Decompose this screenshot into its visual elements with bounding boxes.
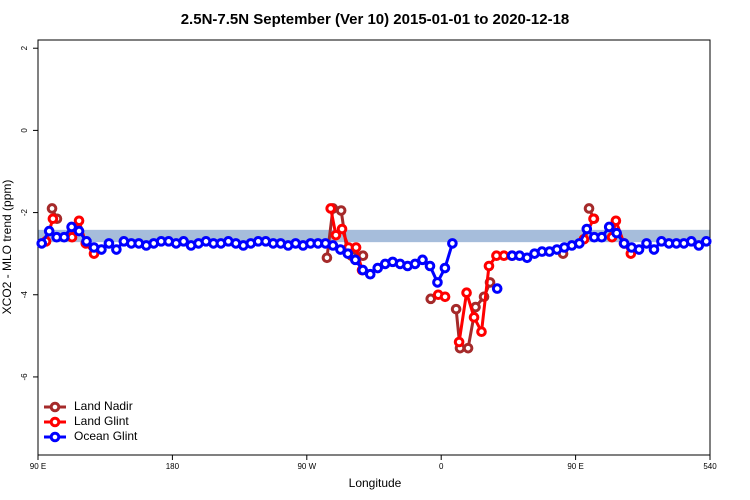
data-point	[46, 203, 58, 214]
data-point	[111, 244, 122, 255]
data-point	[439, 291, 451, 303]
x-axis-label: Longitude	[349, 476, 402, 490]
data-point	[325, 203, 336, 214]
data-point	[335, 244, 346, 255]
x-tick-label: 0	[439, 462, 444, 471]
data-point	[327, 240, 339, 251]
x-tick-label: 180	[166, 462, 180, 471]
data-point	[350, 254, 361, 266]
data-point	[633, 244, 645, 255]
data-point	[73, 225, 85, 237]
data-point	[468, 312, 480, 323]
data-point	[462, 342, 474, 354]
x-tick-label: 90 W	[297, 462, 316, 471]
x-tick-label: 540	[703, 462, 717, 471]
data-point	[461, 287, 472, 298]
data-point	[588, 213, 599, 225]
data-point	[357, 264, 369, 276]
data-point	[610, 215, 622, 227]
data-point	[596, 231, 608, 243]
data-point	[432, 277, 443, 288]
data-point	[603, 221, 615, 233]
data-point	[693, 240, 705, 251]
data-point	[686, 236, 697, 247]
data-point	[498, 250, 510, 262]
data-point	[700, 236, 712, 247]
data-point	[611, 227, 622, 239]
data-point	[47, 213, 59, 225]
x-tick-label: 90 E	[30, 462, 46, 471]
data-point	[321, 252, 333, 264]
data-point	[483, 260, 495, 272]
data-point	[96, 244, 107, 255]
legend-label: Land Nadir	[74, 399, 133, 413]
y-tick-label: -2	[20, 208, 29, 216]
y-tick-label: -6	[20, 373, 29, 381]
data-point	[618, 238, 630, 249]
legend-marker	[49, 416, 61, 428]
chart-title: 2.5N-7.5N September (Ver 10) 2015-01-01 …	[181, 11, 570, 28]
legend-marker	[49, 401, 61, 413]
data-point	[81, 236, 92, 247]
data-point	[453, 336, 465, 348]
data-point	[447, 238, 458, 249]
data-point	[417, 254, 428, 266]
data-point	[66, 221, 77, 233]
data-point	[73, 215, 85, 227]
data-point	[648, 244, 660, 255]
data-point	[521, 252, 533, 264]
data-point	[178, 236, 189, 247]
data-point	[342, 248, 354, 259]
data-point	[335, 205, 347, 216]
data-point	[425, 293, 437, 305]
data-point	[583, 203, 595, 214]
x-tick-label: 90 E	[567, 462, 583, 471]
data-point	[409, 258, 421, 270]
data-point	[58, 231, 70, 243]
legend-marker	[49, 431, 61, 443]
y-axis-label: XCO2 - MLO trend (ppm)	[0, 180, 14, 315]
data-point	[336, 223, 348, 235]
data-point	[350, 242, 362, 253]
y-tick-label: -4	[20, 291, 29, 299]
data-point	[364, 268, 376, 280]
data-point	[439, 262, 451, 274]
legend-label: Ocean Glint	[74, 429, 138, 443]
data-point	[43, 225, 55, 237]
data-point	[372, 262, 384, 274]
data-point	[424, 260, 436, 272]
y-tick-label: 2	[20, 45, 29, 50]
legend-label: Land Glint	[74, 414, 129, 428]
data-point	[574, 238, 585, 249]
data-point	[491, 283, 503, 294]
data-point	[476, 326, 487, 338]
y-tick-label: 0	[20, 128, 29, 133]
data-point	[36, 238, 48, 249]
data-point	[330, 229, 342, 241]
data-point	[581, 223, 593, 235]
data-point	[103, 238, 115, 249]
data-point	[641, 238, 652, 249]
plot-frame	[37, 39, 711, 456]
data-point	[450, 303, 462, 315]
